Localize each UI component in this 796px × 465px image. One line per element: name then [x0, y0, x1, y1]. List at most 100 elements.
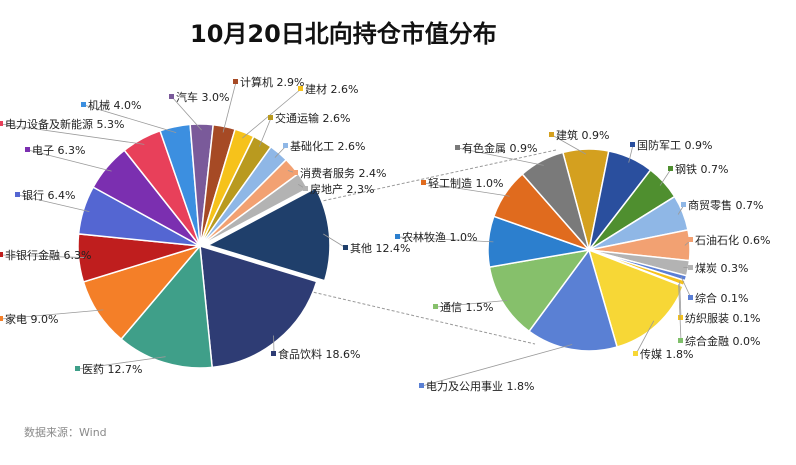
pie-labels: 其他 12.4% 食品饮料 18.6% 医药 12.7% 家电 9.0% 非银行金融 6…	[0, 75, 770, 393]
leader-line-2-0	[551, 134, 587, 155]
label-swatch-2-11	[433, 304, 438, 309]
slice-label-2-1: 国防军工 0.9%	[637, 138, 712, 152]
main-pie	[77, 123, 331, 369]
slice-label-1-1: 食品饮料 18.6%	[278, 347, 360, 361]
slice-label-2-13: 轻工制造 1.0%	[428, 176, 503, 190]
leader-line-1-12	[259, 117, 272, 147]
pie2-slice-10	[527, 248, 619, 352]
slice-label-1-0: 其他 12.4%	[350, 242, 410, 255]
slice-label-1-12: 交通运输 2.6%	[275, 111, 350, 125]
leader-line-1-9	[171, 96, 202, 131]
leader-line-1-4	[0, 254, 85, 258]
pie2-slice-11	[488, 248, 591, 333]
slice-label-1-6: 电子 6.3%	[32, 144, 85, 157]
chart-title: 10月20日北向持仓市值分布	[190, 20, 497, 48]
label-swatch-1-10	[233, 79, 238, 84]
label-swatch-2-7	[678, 315, 683, 320]
leader-line-2-11	[435, 299, 508, 308]
slice-label-2-8: 综合金融 0.0%	[685, 334, 760, 348]
leader-line-1-8	[83, 104, 177, 133]
label-swatch-2-4	[688, 237, 693, 242]
secondary-pie	[487, 148, 691, 352]
leader-line-2-2	[659, 168, 672, 186]
leader-line-2-1	[628, 144, 634, 163]
slice-label-1-5: 银行 6.4%	[22, 188, 75, 202]
leader-line-2-14	[457, 147, 544, 166]
slice-label-2-0: 建筑 0.9%	[556, 128, 609, 142]
leader-line-2-13	[423, 182, 510, 197]
label-swatch-1-13	[283, 143, 288, 148]
leader-line-1-5	[17, 194, 90, 212]
label-swatch-1-3	[0, 316, 3, 321]
slice-label-2-9: 传媒 1.8%	[640, 348, 693, 361]
slice-label-2-5: 煤炭 0.3%	[695, 262, 748, 275]
slice-label-2-3: 商贸零售 0.7%	[688, 198, 763, 212]
label-swatch-2-6	[688, 295, 693, 300]
connector-line-top	[303, 149, 557, 206]
label-swatch-2-13	[421, 180, 426, 185]
leader-line-2-7	[679, 281, 682, 319]
slice-label-1-10: 计算机 2.9%	[240, 75, 304, 89]
slice-label-2-12: 农林牧渔 1.0%	[402, 230, 477, 244]
label-swatch-1-7	[0, 121, 3, 126]
leader-line-2-9	[635, 320, 655, 355]
connector-line-bottom	[303, 289, 536, 345]
slice-label-1-2: 医药 12.7%	[82, 363, 142, 376]
slice-label-2-10: 电力及公用事业 1.8%	[426, 380, 534, 393]
slice-label-2-14: 有色金属 0.9%	[462, 141, 537, 155]
slice-label-1-3: 家电 9.0%	[5, 312, 58, 326]
label-swatch-1-2	[75, 366, 80, 371]
label-swatch-1-4	[0, 252, 3, 257]
leader-line-1-0	[323, 233, 347, 249]
slice-label-2-2: 钢铁 0.7%	[675, 163, 728, 176]
leader-line-1-11	[242, 88, 302, 139]
label-swatch-1-8	[81, 102, 86, 107]
leader-line-1-6	[27, 149, 112, 172]
label-swatch-2-10	[419, 383, 424, 388]
slice-label-1-14: 消费者服务 2.4%	[300, 166, 386, 180]
pie1-slice-0	[206, 186, 331, 282]
label-swatch-1-12	[268, 115, 273, 120]
label-swatch-1-15	[303, 186, 308, 191]
leader-line-1-3	[0, 309, 104, 320]
slice-label-1-7: 电力设备及新能源 5.3%	[5, 117, 124, 131]
label-swatch-1-5	[15, 192, 20, 197]
label-swatch-2-0	[549, 132, 554, 137]
pie2-slice-9	[587, 248, 685, 348]
leader-line-1-2	[77, 356, 166, 370]
slice-label-1-11: 建材 2.6%	[305, 82, 358, 96]
slice-label-1-4: 非银行金融 6.3%	[5, 248, 91, 262]
label-swatch-2-14	[455, 145, 460, 150]
leader-line-2-6	[680, 276, 692, 299]
label-swatch-1-6	[25, 147, 30, 152]
slice-label-1-15: 房地产 2.3%	[310, 182, 374, 196]
label-swatch-2-1	[630, 142, 635, 147]
leader-line-1-10	[222, 81, 237, 133]
label-swatch-2-9	[633, 351, 638, 356]
leader-line-2-10	[421, 344, 573, 387]
leader-line-1-7	[0, 123, 145, 145]
slice-label-1-13: 基础化工 2.6%	[290, 139, 365, 153]
slice-label-2-4: 石油石化 0.6%	[695, 233, 770, 247]
label-swatch-1-1	[271, 351, 276, 356]
leader-line-2-8	[678, 284, 682, 342]
label-swatch-2-2	[668, 166, 673, 171]
label-swatch-1-14	[293, 170, 298, 175]
slice-label-1-8: 机械 4.0%	[88, 98, 141, 112]
label-swatch-2-8	[678, 338, 683, 343]
pie1-slice-2	[120, 244, 213, 369]
leader-line-2-12	[397, 236, 494, 243]
slice-label-2-11: 通信 1.5%	[440, 301, 493, 314]
label-swatch-1-11	[298, 86, 303, 91]
label-swatch-1-0	[343, 245, 348, 250]
pie2-slice-14	[521, 151, 590, 251]
slice-label-2-6: 综合 0.1%	[695, 291, 748, 305]
pie1-slice-1	[199, 244, 318, 369]
label-swatch-1-9	[169, 94, 174, 99]
slice-label-1-9: 汽车 3.0%	[176, 90, 229, 104]
label-swatch-2-3	[681, 202, 686, 207]
label-swatch-2-5	[688, 265, 693, 270]
label-swatch-2-12	[395, 234, 400, 239]
